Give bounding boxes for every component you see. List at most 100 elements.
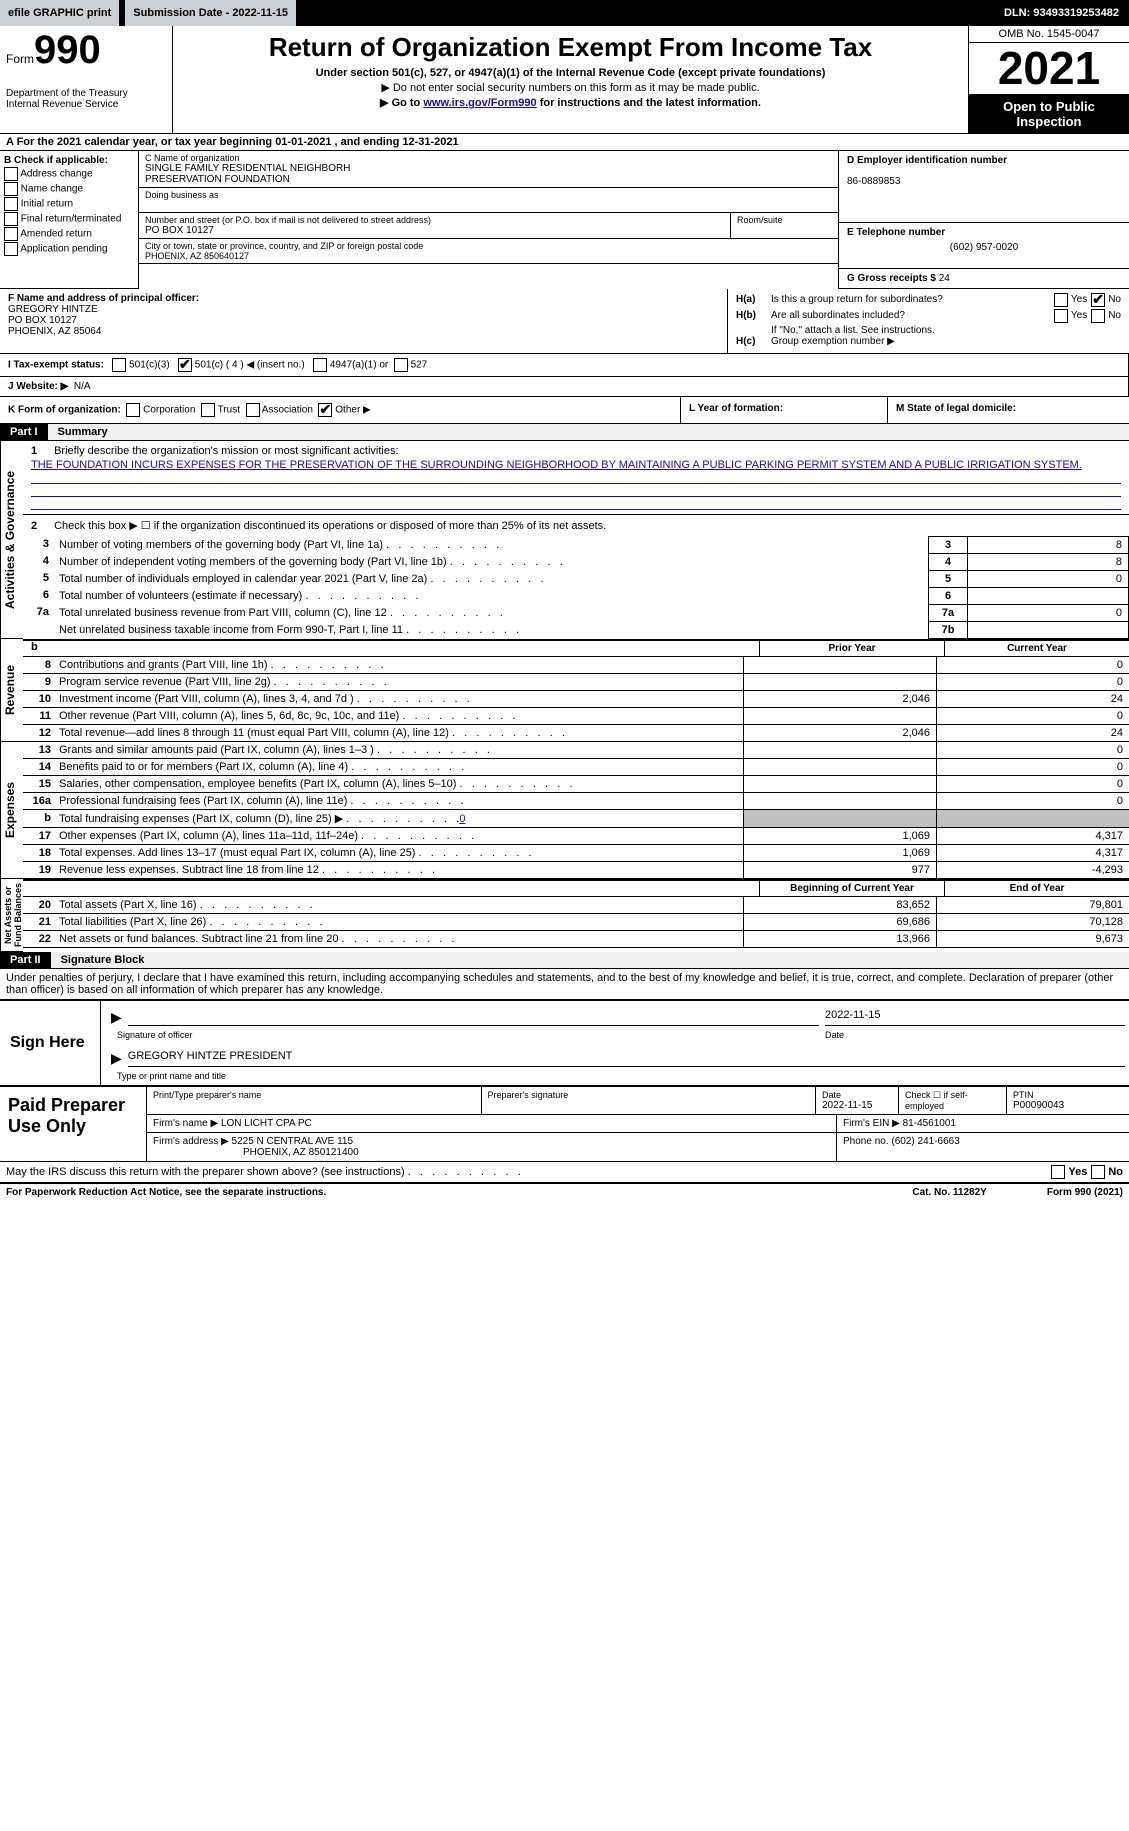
part-i-tag: Part I bbox=[0, 424, 48, 440]
fin-line: 18Total expenses. Add lines 13–17 (must … bbox=[23, 845, 1129, 862]
cb-amended-return[interactable]: Amended return bbox=[4, 227, 134, 241]
side-tab-net-assets: Net Assets or Fund Balances bbox=[0, 879, 23, 952]
irs-link[interactable]: www.irs.gov/Form990 bbox=[423, 97, 536, 109]
col-current-year: Current Year bbox=[944, 641, 1129, 656]
expenses-block: Expenses 13Grants and similar amounts pa… bbox=[0, 742, 1129, 879]
fin-line: 13Grants and similar amounts paid (Part … bbox=[23, 742, 1129, 759]
cb-application-pending[interactable]: Application pending bbox=[4, 242, 134, 256]
sig-arrow-2-icon: ▶ bbox=[105, 1050, 128, 1067]
fin-line: 8Contributions and grants (Part VIII, li… bbox=[23, 657, 1129, 674]
fin-line: 19Revenue less expenses. Subtract line 1… bbox=[23, 862, 1129, 879]
submission-date-label: Submission Date - 2022-11-15 bbox=[125, 0, 296, 26]
cb-other[interactable] bbox=[318, 403, 332, 417]
q2-discontinued: 2 Check this box ▶ ☐ if the organization… bbox=[23, 515, 1129, 536]
discuss-yes[interactable] bbox=[1051, 1165, 1065, 1179]
box-l-year-formation: L Year of formation: bbox=[681, 397, 888, 423]
box-k-form-org: K Form of organization: Corporation Trus… bbox=[0, 397, 681, 423]
cb-name-change[interactable]: Name change bbox=[4, 182, 134, 196]
fin-header-2: Beginning of Current Year End of Year bbox=[23, 879, 1129, 897]
part-i-header: Part I Summary bbox=[0, 424, 1129, 441]
side-tab-revenue: Revenue bbox=[0, 639, 23, 742]
year-block: OMB No. 1545-0047 2021 Open to Public In… bbox=[968, 26, 1129, 133]
h-a-yes[interactable] bbox=[1054, 293, 1068, 307]
discuss-row: May the IRS discuss this return with the… bbox=[0, 1161, 1129, 1182]
ag-line: 3Number of voting members of the governi… bbox=[23, 536, 1129, 553]
row-a-period: A For the 2021 calendar year, or tax yea… bbox=[0, 134, 1129, 151]
open-to-public-label: Open to Public Inspection bbox=[969, 95, 1129, 133]
fin-line: 14Benefits paid to or for members (Part … bbox=[23, 759, 1129, 776]
j-row: J Website: ▶ N/A bbox=[0, 377, 1129, 397]
website-value: N/A bbox=[74, 381, 91, 392]
ag-line: 5Total number of individuals employed in… bbox=[23, 570, 1129, 587]
form-subtitle-3: ▶ Go to www.irs.gov/Form990 for instruct… bbox=[179, 96, 962, 109]
cb-501c3[interactable] bbox=[112, 358, 126, 372]
firm-addr1: 5225 N CENTRAL AVE 115 bbox=[232, 1136, 354, 1147]
form-title: Return of Organization Exempt From Incom… bbox=[179, 32, 962, 63]
cb-corporation[interactable] bbox=[126, 403, 140, 417]
ag-line: 7aTotal unrelated business revenue from … bbox=[23, 604, 1129, 621]
street-block: Number and street (or P.O. box if mail i… bbox=[139, 213, 731, 239]
cb-initial-return[interactable]: Initial return bbox=[4, 197, 134, 211]
officer-signature-line[interactable] bbox=[128, 1009, 819, 1026]
side-tab-expenses: Expenses bbox=[0, 742, 23, 879]
cb-address-change[interactable]: Address change bbox=[4, 167, 134, 181]
h-b-yes[interactable] bbox=[1054, 309, 1068, 323]
cb-final-return[interactable]: Final return/terminated bbox=[4, 212, 134, 226]
preparer-date: 2022-11-15 bbox=[822, 1100, 892, 1111]
q1-mission: 1 Briefly describe the organization's mi… bbox=[23, 441, 1129, 515]
discuss-no[interactable] bbox=[1091, 1165, 1105, 1179]
gross-receipts-value: 24 bbox=[939, 273, 950, 284]
firm-ein: 81-4561001 bbox=[903, 1118, 956, 1129]
cb-501c[interactable] bbox=[178, 358, 192, 372]
box-de-column: D Employer identification number 86-0889… bbox=[839, 151, 1129, 289]
form-title-block: Return of Organization Exempt From Incom… bbox=[173, 26, 968, 133]
form-number: 990 bbox=[34, 28, 101, 72]
street-value: PO BOX 10127 bbox=[145, 225, 724, 236]
box-e-phone: E Telephone number (602) 957-0020 bbox=[839, 223, 1129, 269]
footer-left: For Paperwork Reduction Act Notice, see … bbox=[6, 1187, 326, 1198]
officer-name-line: GREGORY HINTZE PRESIDENT bbox=[128, 1050, 1125, 1067]
dept-label: Department of the Treasury Internal Reve… bbox=[6, 88, 166, 110]
sign-here-label: Sign Here bbox=[0, 1001, 101, 1085]
ag-line: 6Total number of volunteers (estimate if… bbox=[23, 587, 1129, 604]
k-l-m-row: K Form of organization: Corporation Trus… bbox=[0, 397, 1129, 424]
part-ii-header: Part II Signature Block bbox=[0, 952, 1129, 969]
activities-governance-block: Activities & Governance 1 Briefly descri… bbox=[0, 441, 1129, 639]
fin-line: 20Total assets (Part X, line 16)83,65279… bbox=[23, 897, 1129, 914]
signature-date: 2022-11-15 bbox=[825, 1009, 1125, 1026]
form-header: Form990 Department of the Treasury Inter… bbox=[0, 26, 1129, 134]
fin-line: 12Total revenue—add lines 8 through 11 (… bbox=[23, 725, 1129, 742]
page-footer: For Paperwork Reduction Act Notice, see … bbox=[0, 1182, 1129, 1201]
revenue-block: Revenue b Prior Year Current Year 8Contr… bbox=[0, 639, 1129, 742]
net-assets-block: Net Assets or Fund Balances Beginning of… bbox=[0, 879, 1129, 952]
officer-name: GREGORY HINTZE bbox=[8, 304, 719, 315]
city-value: PHOENIX, AZ 850640127 bbox=[145, 251, 832, 261]
box-b-checkboxes: B Check if applicable: Address change Na… bbox=[0, 151, 139, 289]
form-word: Form bbox=[6, 52, 34, 66]
ag-line: Net unrelated business taxable income fr… bbox=[23, 621, 1129, 638]
col-begin-year: Beginning of Current Year bbox=[759, 881, 944, 896]
cb-527[interactable] bbox=[394, 358, 408, 372]
self-employed-cb[interactable]: Check ☐ if self-employed bbox=[905, 1090, 1000, 1111]
h-b-no[interactable] bbox=[1091, 309, 1105, 323]
box-j-website: J Website: ▶ N/A bbox=[0, 377, 1129, 396]
efile-print-label[interactable]: efile GRAPHIC print bbox=[0, 0, 119, 26]
h-a-no[interactable] bbox=[1091, 293, 1105, 307]
cb-association[interactable] bbox=[246, 403, 260, 417]
fin-line: 16aProfessional fundraising fees (Part I… bbox=[23, 793, 1129, 810]
cb-4947[interactable] bbox=[313, 358, 327, 372]
sign-here-block: Sign Here ▶ 2022-11-15 Signature of offi… bbox=[0, 999, 1129, 1085]
box-b-title: B Check if applicable: bbox=[4, 155, 134, 166]
fin-line: 9Program service revenue (Part VIII, lin… bbox=[23, 674, 1129, 691]
part-ii-tag: Part II bbox=[0, 952, 51, 968]
form-subtitle-2: ▶ Do not enter social security numbers o… bbox=[179, 81, 962, 94]
h-b-note: If "No," attach a list. See instructions… bbox=[736, 325, 1121, 336]
dln-label: DLN: 93493319253482 bbox=[1004, 7, 1129, 19]
box-c-org-info: C Name of organization SINGLE FAMILY RES… bbox=[139, 151, 839, 289]
form-990-page: efile GRAPHIC print Submission Date - 20… bbox=[0, 0, 1129, 1201]
fin-line: 15Salaries, other compensation, employee… bbox=[23, 776, 1129, 793]
form-number-block: Form990 Department of the Treasury Inter… bbox=[0, 26, 173, 133]
cb-trust[interactable] bbox=[201, 403, 215, 417]
i-row: I Tax-exempt status: 501(c)(3) 501(c) ( … bbox=[0, 354, 1129, 377]
org-name-block: C Name of organization SINGLE FAMILY RES… bbox=[139, 151, 838, 188]
